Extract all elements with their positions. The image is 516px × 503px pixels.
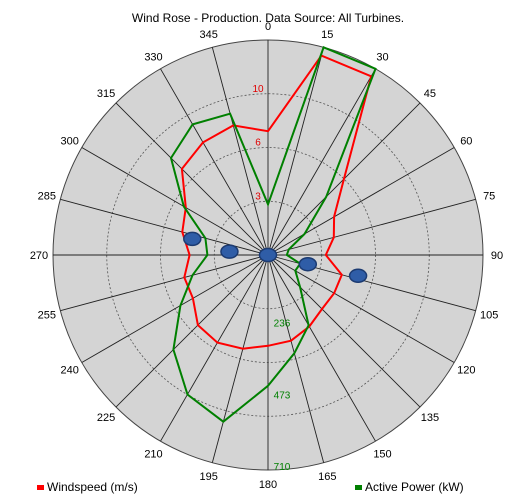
windspeed-tick-10: 10 bbox=[252, 84, 264, 95]
power-tick-710: 710 bbox=[274, 462, 291, 473]
power-tick-473: 473 bbox=[274, 390, 291, 401]
chart-title: Wind Rose - Production. Data Source: All… bbox=[132, 11, 404, 25]
spoke-120 bbox=[267, 254, 455, 363]
legend-swatch-windspeed bbox=[37, 484, 44, 490]
spoke-255 bbox=[60, 254, 269, 312]
angle-label-15: 15 bbox=[321, 29, 333, 41]
angle-label-225: 225 bbox=[97, 412, 115, 424]
spoke-15 bbox=[267, 47, 325, 256]
turbine-marker-1 bbox=[183, 231, 202, 247]
angle-label-240: 240 bbox=[61, 365, 79, 377]
legend-label-windspeed: Windspeed (m/s) bbox=[47, 480, 138, 494]
angle-label-180: 180 bbox=[259, 479, 277, 491]
spoke-300 bbox=[81, 147, 269, 256]
spoke-315 bbox=[115, 102, 269, 256]
windspeed-tick-6: 6 bbox=[255, 138, 261, 149]
angle-label-0: 0 bbox=[265, 21, 271, 33]
spoke-210 bbox=[160, 254, 269, 442]
angle-label-345: 345 bbox=[200, 29, 218, 41]
angle-label-105: 105 bbox=[480, 309, 498, 321]
spoke-135 bbox=[267, 254, 421, 408]
angle-label-285: 285 bbox=[38, 191, 56, 203]
spoke-330 bbox=[160, 68, 269, 256]
angle-label-195: 195 bbox=[200, 471, 218, 483]
spoke-150 bbox=[267, 254, 376, 442]
angle-label-300: 300 bbox=[61, 136, 79, 148]
spoke-165 bbox=[267, 254, 325, 463]
plot-area: 0 15 30 45 60 75 90 105 120 135 150 165 180 195 210 225… bbox=[30, 21, 503, 491]
spoke-30 bbox=[267, 68, 376, 256]
angle-label-330: 330 bbox=[144, 52, 162, 64]
angle-label-30: 30 bbox=[376, 52, 388, 64]
angle-label-135: 135 bbox=[421, 412, 439, 424]
angle-label-315: 315 bbox=[97, 88, 115, 100]
spoke-345 bbox=[211, 47, 269, 256]
angle-label-150: 150 bbox=[373, 448, 391, 460]
angle-label-120: 120 bbox=[457, 365, 475, 377]
turbine-marker-5 bbox=[348, 268, 368, 284]
angle-label-75: 75 bbox=[483, 191, 495, 203]
spoke-195 bbox=[211, 254, 269, 463]
windspeed-tick-3: 3 bbox=[255, 191, 261, 202]
angle-label-165: 165 bbox=[318, 471, 336, 483]
spoke-240 bbox=[81, 254, 269, 363]
angle-label-45: 45 bbox=[424, 88, 436, 100]
turbine-marker-4 bbox=[298, 256, 318, 272]
angle-label-255: 255 bbox=[38, 309, 56, 321]
legend-swatch-active-power bbox=[355, 484, 362, 490]
angle-label-270: 270 bbox=[30, 250, 48, 262]
turbine-marker-3 bbox=[258, 247, 278, 263]
legend-item-windspeed: Windspeed (m/s) bbox=[37, 480, 138, 494]
spoke-60 bbox=[267, 147, 455, 256]
turbine-marker-2 bbox=[220, 244, 239, 259]
spoke-225 bbox=[115, 254, 269, 408]
angle-label-60: 60 bbox=[460, 136, 472, 148]
spoke-75 bbox=[267, 198, 476, 256]
angle-label-210: 210 bbox=[144, 448, 162, 460]
legend-item-active-power: Active Power (kW) bbox=[355, 480, 464, 494]
angle-label-90: 90 bbox=[491, 250, 503, 262]
series-active-power-line bbox=[169, 45, 377, 423]
legend-label-active-power: Active Power (kW) bbox=[365, 480, 464, 494]
power-tick-236: 236 bbox=[274, 319, 291, 330]
series-windspeed-line bbox=[180, 54, 373, 350]
